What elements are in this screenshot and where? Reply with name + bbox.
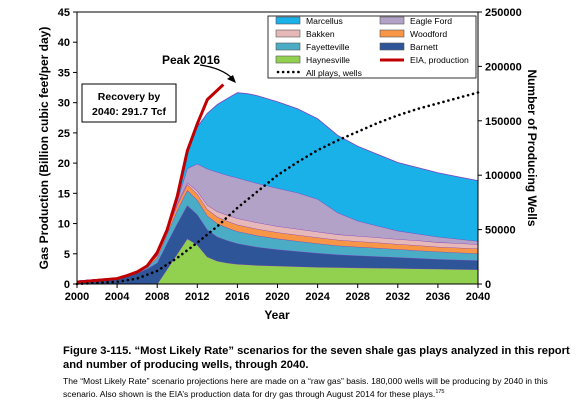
recovery-line2: 2040: 291.7 Tcf [92,106,166,118]
eia-production-line [76,83,225,284]
chart: 0 5 10 15 20 25 30 35 40 45 0 50000 100000 150000 200… [37,7,539,322]
y-tick-label: 5 [64,249,70,261]
y-tick-label: 20 [58,158,70,170]
legend-swatch-haynesville [275,55,301,64]
legend-label-woodford: Woodford [410,29,447,39]
y-tick-label: 45 [58,7,70,19]
area-marcellus [77,92,478,281]
y2-tick-label: 0 [485,279,491,291]
y2-tick-label: 200000 [485,61,522,73]
caption-text: The “Most Likely Rate” scenario projecti… [63,376,548,399]
y2-axis-label: Number of Producing Wells [525,69,539,226]
x-tick-label: 2008 [145,291,169,303]
legend-swatch-marcellus [275,16,301,25]
area-barnett [77,205,478,284]
area-fayetteville [77,190,478,281]
legend-label-fayetteville: Fayetteville [306,42,350,52]
legend-label-all-plays-wells: All plays, wells [306,68,362,78]
peak-annotation: Peak 2016 [162,53,220,67]
legend-box [267,15,477,79]
eia-production-path [76,83,225,284]
legend-label-eia-production: EIA, production [410,55,469,65]
y2-tick-label: 50000 [485,225,516,237]
area-eagle-ford [77,163,478,281]
y-tick-label: 35 [58,67,70,79]
x-axis: 2000 2004 2008 2012 2016 2020 2024 2028 2032 2036… [65,284,490,303]
x-tick-label: 2020 [265,291,289,303]
legend-swatch-bakken [275,29,301,38]
recovery-line1: Recovery by [98,91,161,103]
peak-arrowhead [227,75,236,83]
legend-swatch-woodford [379,29,405,38]
legend: Marcellus Eagle Ford Bakken Woodford Fayette… [275,16,469,78]
recovery-box [81,83,177,123]
figure-caption: Figure 3-115. “Most Likely Rate” scenari… [63,344,573,400]
legend-label-barnett: Barnett [410,42,438,52]
x-axis-label: Year [264,308,290,322]
y-tick-label: 10 [58,219,70,231]
caption-footnote: 175 [435,389,445,395]
y-axis-label: Gas Production (Billion cubic feet/per d… [37,27,51,270]
y2-tick-label: 250000 [485,7,522,19]
x-tick-label: 2016 [225,291,249,303]
x-tick-label: 2000 [65,291,89,303]
caption-title: Figure 3-115. “Most Likely Rate” scenari… [63,345,570,371]
x-tick-label: 2004 [105,291,130,303]
wells-dotted-line [75,91,480,286]
legend-swatch-fayetteville [275,42,301,51]
legend-label-haynesville: Haynesville [306,55,350,65]
x-tick-label: 2012 [185,291,209,303]
x-tick-label: 2036 [426,291,450,303]
x-tick-label: 2032 [386,291,410,303]
legend-label-bakken: Bakken [306,29,335,39]
legend-label-eagle-ford: Eagle Ford [410,16,452,26]
y2-tick-label: 150000 [485,116,522,128]
x-tick-label: 2024 [305,291,330,303]
y-tick-label: 40 [58,37,70,49]
y-tick-label: 15 [58,188,70,200]
legend-swatch-eagle-ford [379,16,405,25]
right-axis: 0 50000 100000 150000 200000 250000 [478,7,522,291]
legend-label-marcellus: Marcellus [306,16,343,26]
left-axis: 0 5 10 15 20 25 30 35 40 45 [58,7,77,291]
legend-swatch-barnett [379,42,405,51]
area-haynesville [77,238,478,284]
y-tick-label: 0 [64,279,70,291]
y-tick-label: 25 [58,128,70,140]
x-tick-label: 2028 [345,291,369,303]
caption-body: The “Most Likely Rate” scenario projecti… [63,376,573,400]
area-bakken [77,182,478,281]
y-tick-label: 30 [58,98,70,110]
wells-path [75,91,480,286]
x-tick-label: 2040 [466,291,490,303]
y2-tick-label: 100000 [485,170,522,182]
